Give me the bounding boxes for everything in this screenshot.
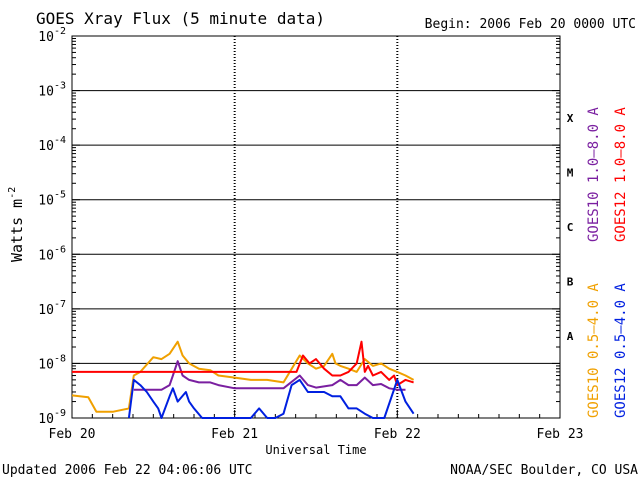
footer-updated: Updated 2006 Feb 22 04:06:06 UTC (2, 463, 252, 478)
y-tick-label-4: 10-6 (38, 244, 66, 263)
flare-class-labels: X M C B A (567, 112, 574, 343)
y-axis-ticks: 10-2 10-3 10-4 10-5 10-6 10-7 10-8 10-9 (38, 26, 560, 427)
legend-entry-0: GOES10 1.0–8.0 A (586, 107, 602, 242)
svg-text:Watts m-2: Watts m-2 (7, 187, 26, 262)
y-tick-label-3: 10-5 (38, 190, 66, 209)
y-axis-label: Watts m-2 (7, 187, 26, 262)
begin-label: Begin: 2006 Feb 20 0000 UTC (425, 17, 636, 32)
flare-class-b: B (567, 276, 574, 289)
x-tick-label-3: Feb 23 (537, 427, 584, 442)
flare-class-a: A (567, 330, 574, 343)
y-tick-label-6: 10-8 (38, 353, 66, 372)
grid-lines (72, 36, 560, 418)
series-line-2 (72, 340, 414, 387)
flare-class-x: X (567, 112, 574, 125)
chart-title: GOES Xray Flux (5 minute data) (36, 9, 325, 28)
footer-credit: NOAA/SEC Boulder, CO USA (450, 463, 638, 478)
x-tick-label-1: Feb 21 (211, 427, 258, 442)
y-tick-label-0: 10-2 (38, 26, 66, 45)
y-tick-label-7: 10-9 (38, 408, 66, 427)
flare-class-m: M (567, 166, 574, 179)
legend-entry-1: GOES12 1.0–8.0 A (613, 107, 629, 242)
series-lines (71, 340, 415, 419)
series-line-1 (133, 360, 406, 391)
series-line-3 (127, 378, 415, 419)
y-tick-label-5: 10-7 (38, 299, 66, 318)
x-axis-label: Universal Time (265, 443, 366, 457)
x-axis-ticks: Feb 20 Feb 21 Feb 22 Feb 23 (49, 410, 584, 442)
y-tick-label-2: 10-4 (38, 135, 66, 154)
x-tick-label-0: Feb 20 (49, 427, 96, 442)
right-legend: GOES10 1.0–8.0 A GOES12 1.0–8.0 A GOES10 0… (586, 107, 629, 418)
plot-area (71, 35, 561, 419)
flare-class-c: C (567, 221, 574, 234)
x-tick-label-2: Feb 22 (374, 427, 421, 442)
series-line-0 (71, 340, 415, 413)
y-tick-label-1: 10-3 (38, 81, 66, 100)
y-axis-label-base: Watts m (8, 199, 26, 262)
y-axis-label-exp: -2 (7, 187, 18, 199)
legend-entry-2: GOES10 0.5–4.0 A (586, 283, 602, 418)
legend-entry-3: GOES12 0.5–4.0 A (613, 283, 629, 418)
